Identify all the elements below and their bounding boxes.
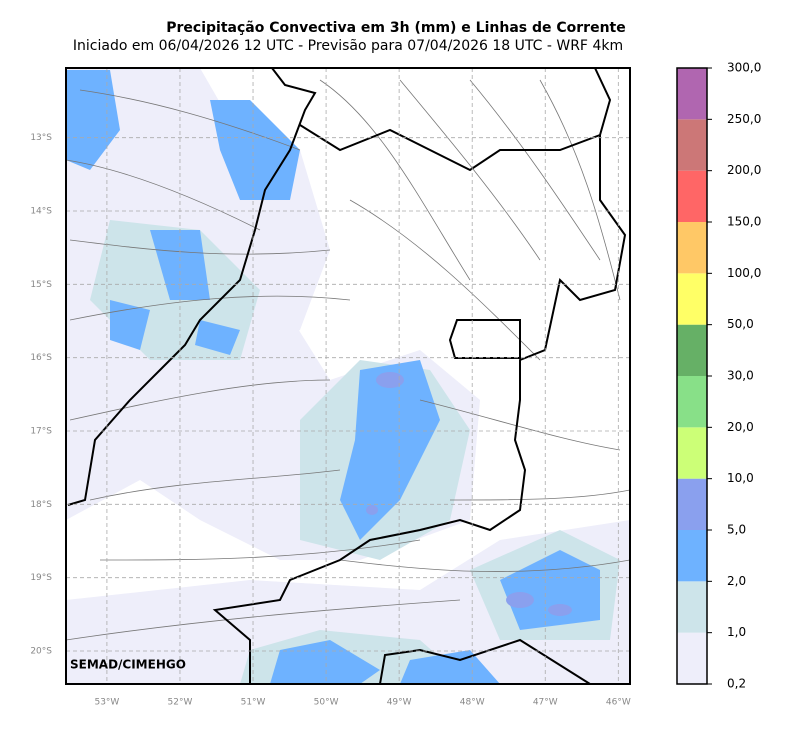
subtitle: Iniciado em 06/04/2026 12 UTC - Previsão… bbox=[73, 38, 623, 54]
x-tick-label: 52°W bbox=[168, 698, 193, 708]
colorbar-label: 200,0 bbox=[727, 163, 761, 177]
x-tick-label: 48°W bbox=[460, 698, 485, 708]
colorbar-label: 1,0 bbox=[727, 625, 746, 639]
colorbar-bin bbox=[677, 222, 707, 274]
colorbar-bin bbox=[677, 170, 707, 222]
x-tick-label: 51°W bbox=[241, 698, 266, 708]
colorbar-label: 0,2 bbox=[727, 677, 746, 691]
y-tick-label: 15°S bbox=[30, 280, 52, 290]
colorbar-bin bbox=[677, 427, 707, 479]
y-tick-label: 18°S bbox=[30, 500, 52, 510]
colorbar-label: 30,0 bbox=[727, 369, 754, 383]
colorbar-label: 300,0 bbox=[727, 61, 761, 75]
title: Precipitação Convectiva em 3h (mm) e Lin… bbox=[166, 20, 625, 36]
state-borders bbox=[67, 68, 627, 684]
x-tick-label: 53°W bbox=[94, 698, 119, 708]
x-tick-label: 46°W bbox=[606, 698, 631, 708]
colorbar-label: 100,0 bbox=[727, 266, 761, 280]
colorbar-bin bbox=[677, 376, 707, 428]
y-tick-label: 14°S bbox=[30, 207, 52, 217]
colorbar-bin bbox=[677, 632, 707, 684]
colorbar-bin bbox=[677, 273, 707, 325]
x-tick-label: 50°W bbox=[314, 698, 339, 708]
colorbar-bin bbox=[677, 68, 707, 120]
colorbar-label: 2,0 bbox=[727, 574, 746, 588]
colorbar-label: 10,0 bbox=[727, 471, 754, 485]
colorbar-label: 20,0 bbox=[727, 420, 754, 434]
x-tick-label: 47°W bbox=[533, 698, 558, 708]
colorbar-label: 250,0 bbox=[727, 112, 761, 126]
map-frame bbox=[65, 67, 631, 685]
colorbar-bin bbox=[677, 478, 707, 530]
streamlines bbox=[66, 79, 630, 641]
colorbar-bin bbox=[677, 324, 707, 376]
colorbar-label: 50,0 bbox=[727, 317, 754, 331]
colorbar-bin bbox=[677, 119, 707, 171]
credit: SEMAD/CIMEHGO bbox=[70, 658, 186, 672]
y-tick-label: 17°S bbox=[30, 427, 52, 437]
y-tick-label: 19°S bbox=[30, 573, 52, 583]
colorbar-label: 5,0 bbox=[727, 523, 746, 537]
x-tick-label: 49°W bbox=[387, 698, 412, 708]
map-layer bbox=[66, 68, 630, 684]
colorbar-bin bbox=[677, 530, 707, 582]
precipitation bbox=[66, 68, 630, 684]
colorbar-label: 150,0 bbox=[727, 215, 761, 229]
y-tick-label: 13°S bbox=[30, 133, 52, 143]
y-tick-label: 20°S bbox=[30, 647, 52, 657]
y-tick-label: 16°S bbox=[30, 353, 52, 363]
colorbar-bin bbox=[677, 581, 707, 633]
